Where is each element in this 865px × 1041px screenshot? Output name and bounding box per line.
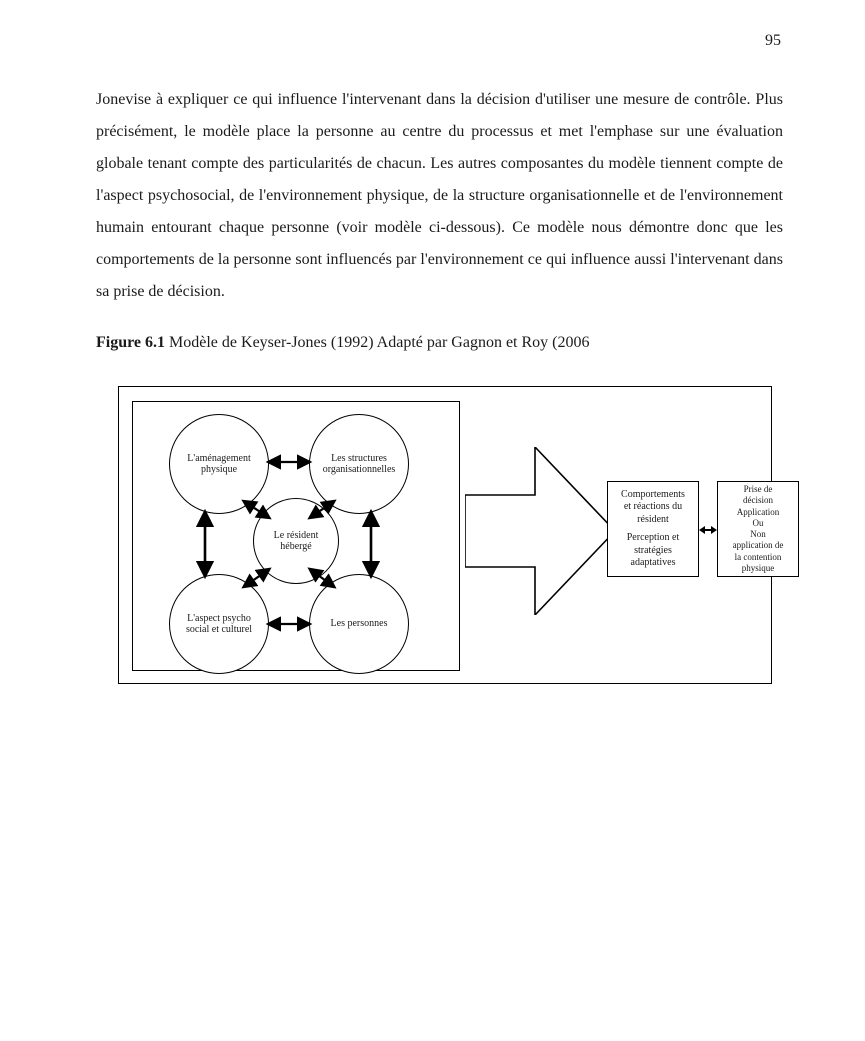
- output-box-decision: Prise de décision Application Ou Non app…: [717, 481, 799, 577]
- circle-aspect-psychosocial: L'aspect psycho social et culturel: [169, 574, 269, 674]
- circle-resident-heberge: Le résident hébergé: [253, 498, 339, 584]
- outbox-line: Ou: [753, 518, 764, 529]
- big-arrow-icon: [465, 447, 615, 615]
- outbox-line: physique: [742, 563, 775, 574]
- outbox-line: Non: [750, 529, 766, 540]
- body-paragraph: Jonevise à expliquer ce qui influence l'…: [96, 84, 783, 308]
- figure-caption: Figure 6.1 Modèle de Keyser-Jones (1992)…: [96, 334, 783, 352]
- circles-frame: L'aménagement physique Les structures or…: [132, 401, 460, 671]
- circle-personnes: Les personnes: [309, 574, 409, 674]
- circle-label: physique: [201, 464, 237, 475]
- circle-label: Les personnes: [331, 618, 388, 629]
- circle-label: organisationnelles: [323, 464, 396, 475]
- circle-label: social et culturel: [186, 624, 252, 635]
- caption-rest: Modèle de Keyser-Jones (1992) Adapté par…: [165, 334, 589, 351]
- circle-label: L'aménagement: [187, 453, 250, 464]
- circle-structures-organisationnelles: Les structures organisationnelles: [309, 414, 409, 514]
- caption-bold: Figure 6.1: [96, 334, 165, 351]
- outbox-line: Perception et: [627, 532, 679, 545]
- outbox-line: résident: [637, 514, 669, 527]
- page-number: 95: [765, 32, 781, 50]
- outbox-line: la contention: [735, 552, 782, 563]
- circle-amenagement-physique: L'aménagement physique: [169, 414, 269, 514]
- outbox-line: stratégies: [634, 545, 672, 558]
- output-box-comportements: Comportements et réactions du résident P…: [607, 481, 699, 577]
- circle-label: Le résident: [274, 530, 319, 541]
- small-double-arrow-icon: [699, 523, 717, 537]
- outbox-line: et réactions du: [624, 501, 682, 514]
- outbox-line: Comportements: [621, 489, 685, 502]
- page: 95 Jonevise à expliquer ce qui influence…: [0, 0, 865, 1041]
- outbox-line: application de: [733, 540, 784, 551]
- outbox-line: Application: [737, 507, 780, 518]
- outbox-line: adaptatives: [631, 557, 676, 570]
- circle-label: Les structures: [331, 453, 387, 464]
- circle-label: hébergé: [280, 541, 311, 552]
- circle-label: L'aspect psycho: [187, 613, 251, 624]
- outbox-line: décision: [743, 495, 773, 506]
- outbox-line: Prise de: [744, 484, 773, 495]
- figure-frame: L'aménagement physique Les structures or…: [118, 386, 772, 684]
